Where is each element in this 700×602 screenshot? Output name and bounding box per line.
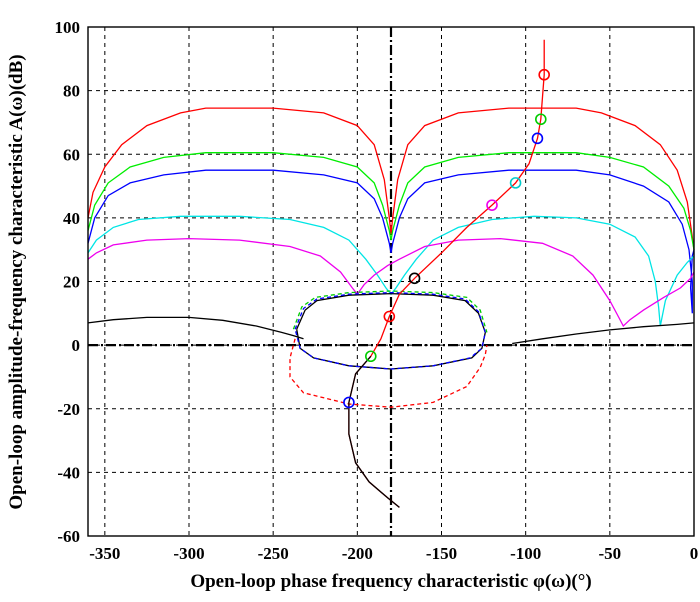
plot-frame — [87, 26, 695, 537]
y-tick-label: -20 — [57, 400, 80, 419]
data-marker-4 — [509, 177, 522, 189]
data-marker-9 — [343, 396, 355, 409]
data-marker-2 — [535, 113, 547, 126]
series-line-6 — [87, 316, 304, 340]
x-tick-label: -50 — [598, 544, 621, 563]
curve-layer — [87, 39, 695, 508]
data-marker-5 — [486, 199, 498, 211]
y-tick-label: 100 — [55, 18, 81, 37]
x-tick-label: -300 — [173, 544, 204, 563]
y-tick-label: 40 — [63, 209, 80, 228]
data-marker-8 — [364, 350, 377, 363]
data-marker-1 — [538, 68, 550, 81]
x-tick-labels: -350 -300 -250 -200 -150 -100 -50 0 — [89, 544, 698, 563]
x-axis-label: Open-loop phase frequency characteristic… — [190, 571, 591, 592]
series-line-13 — [348, 355, 400, 508]
y-axis-label: Open-loop amplitude-frequency characteri… — [6, 54, 27, 509]
x-tick-label: -150 — [426, 544, 457, 563]
y-tick-label: -40 — [57, 463, 80, 482]
series-line-10 — [292, 290, 488, 333]
y-tick-label: 80 — [63, 82, 80, 101]
data-marker-6 — [408, 272, 421, 285]
data-marker-3 — [531, 132, 544, 145]
x-tick-label: -100 — [510, 544, 541, 563]
series-line-2 — [87, 152, 695, 250]
series-line-9 — [294, 291, 486, 370]
series-line-1 — [87, 107, 695, 250]
series-line-5 — [87, 237, 695, 328]
series-line-7 — [512, 322, 695, 345]
x-tick-label: 0 — [690, 544, 699, 563]
y-tick-label: 0 — [72, 336, 81, 355]
series-line-11 — [289, 338, 488, 408]
y-tick-label: -60 — [57, 527, 80, 546]
x-tick-label: -250 — [258, 544, 289, 563]
x-tick-label: -350 — [89, 544, 120, 563]
series-line-12 — [348, 39, 545, 508]
data-marker-7 — [383, 310, 396, 323]
reference-lines — [88, 27, 694, 536]
series-line-3 — [87, 169, 695, 314]
y-tick-labels: 100 80 60 40 20 0 -20 -40 -60 — [55, 18, 81, 546]
y-tick-label: 60 — [63, 145, 80, 164]
x-tick-label: -200 — [342, 544, 373, 563]
series-line-4 — [87, 215, 695, 327]
y-tick-label: 20 — [63, 273, 80, 292]
marker-layer — [343, 68, 550, 409]
